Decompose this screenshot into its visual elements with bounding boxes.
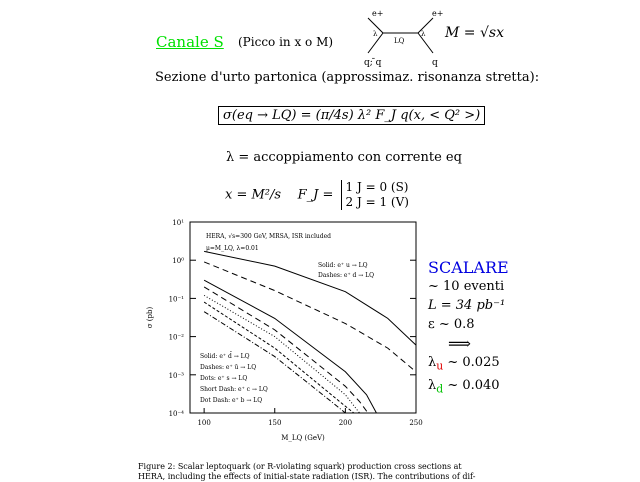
propagator-label: LQ [394,37,405,45]
lambda-u-symbol: λ [428,355,437,370]
legend-entry: Solid: e⁺ u → LQ [318,262,368,269]
feynman-diagram: e+ q; ̄q e+ q λ λ LQ [364,9,443,68]
legend-entry: Dashes: e⁺ d → LQ [318,272,374,279]
series-line-0 [204,250,417,346]
y-tick-label: 10⁻² [169,334,185,342]
efficiency: ε ~ 0.8 [428,317,475,332]
fj-case-1: 1 J = 0 (S) [345,180,409,194]
legend-entry: Dot Dash: e⁺ b → LQ [200,397,262,404]
series-line-6 [203,311,346,414]
lambda-d-sub: d [436,382,444,396]
lambda-definition: λ = accoppiamento con corrente eq [226,150,462,165]
peak-note: (Picco in x o M) [238,35,334,49]
x-definition-line: x = M²/s F_J = 1 J = 0 (S) 2 J = 1 (V) [225,180,409,210]
legend-entry: Short Dash: e⁺ c → LQ [200,386,268,393]
fj-cases: 1 J = 0 (S) 2 J = 1 (V) [340,180,409,210]
results-panel: SCALARE ~ 10 eventi L = 34 pb⁻¹ ε ~ 0.8 … [428,258,509,398]
events: ~ 10 eventi [428,279,505,294]
lambda-u-value: ~ 0.025 [443,355,500,370]
y-tick-label: 10⁻⁴ [169,410,185,418]
lambda-u: λu ~ 0.025 [428,353,509,376]
series-line-1 [203,261,417,373]
series-line-5 [203,301,355,414]
fj-case-2: 2 J = 1 (V) [345,195,409,209]
lambda-d: λd ~ 0.040 [428,376,509,399]
out-top-label: e+ [432,9,443,18]
plot-frame [189,221,417,414]
lambda-u-sub: u [436,359,444,373]
mass-equation: M = √sx [445,25,504,41]
y-tick-label: 10⁻¹ [169,295,185,303]
series-line-3 [203,286,369,414]
figure-caption: Figure 2: Scalar leptoquark (or R-violat… [138,462,475,482]
x-definition: x = M²/s [225,187,282,203]
y-tick-label: 10⁰ [172,257,184,265]
annotation: μ=M_LQ, λ=0.01 [206,245,259,252]
lambda-d-value: ~ 0.040 [443,377,500,393]
y-tick-label: 10⁻³ [169,372,185,380]
caption-line-1: Figure 2: Scalar leptoquark (or R-violat… [138,462,462,471]
cross-section-plot: 100 150 200 250 10¹ 10⁰ 10⁻¹ 10⁻² 10⁻³ 10⁻⁴ M_LQ (… [146,219,423,442]
in-top-label: e+ [372,9,383,18]
series-line-2 [203,279,377,414]
luminosity: L = 34 pb⁻¹ [428,298,506,313]
coupling-left: λ [373,30,378,38]
x-tick-label: 100 [197,419,210,427]
section-heading: Sezione d'urto partonica (approssimaz. r… [155,70,540,85]
annotation: HERA, √s=300 GeV, MRSA, ISR included [206,233,331,240]
x-axis-label: M_LQ (GeV) [281,434,325,442]
y-axis-label: σ (pb) [146,307,154,329]
caption-line-2: HERA, including the effects of initial-s… [138,472,476,481]
cross-section-formula: σ(eq → LQ) = (π/4s) λ² F_J q(x, < Q² >) [218,106,486,125]
canale-s-link[interactable]: Canale S [156,33,224,51]
in-bottom-label: q; ̄q [364,58,382,68]
results-title: SCALARE [428,258,509,277]
implies-arrow: ⟹ [448,334,471,353]
fj-label: F_J = [297,187,334,203]
coupling-right: λ [421,30,426,38]
out-bottom-label: q [432,58,438,68]
x-tick-label: 200 [339,419,352,427]
x-tick-label: 150 [268,419,281,427]
legend-entry: Dots: e⁺ s → LQ [200,375,247,382]
legend-entry: Solid: e⁺ d̄ → LQ [200,353,250,360]
legend-entry: Dashes: e⁺ ū → LQ [200,364,256,371]
x-tick-label: 250 [409,419,422,427]
lambda-d-symbol: λ [428,377,437,393]
y-tick-label: 10¹ [172,219,184,227]
